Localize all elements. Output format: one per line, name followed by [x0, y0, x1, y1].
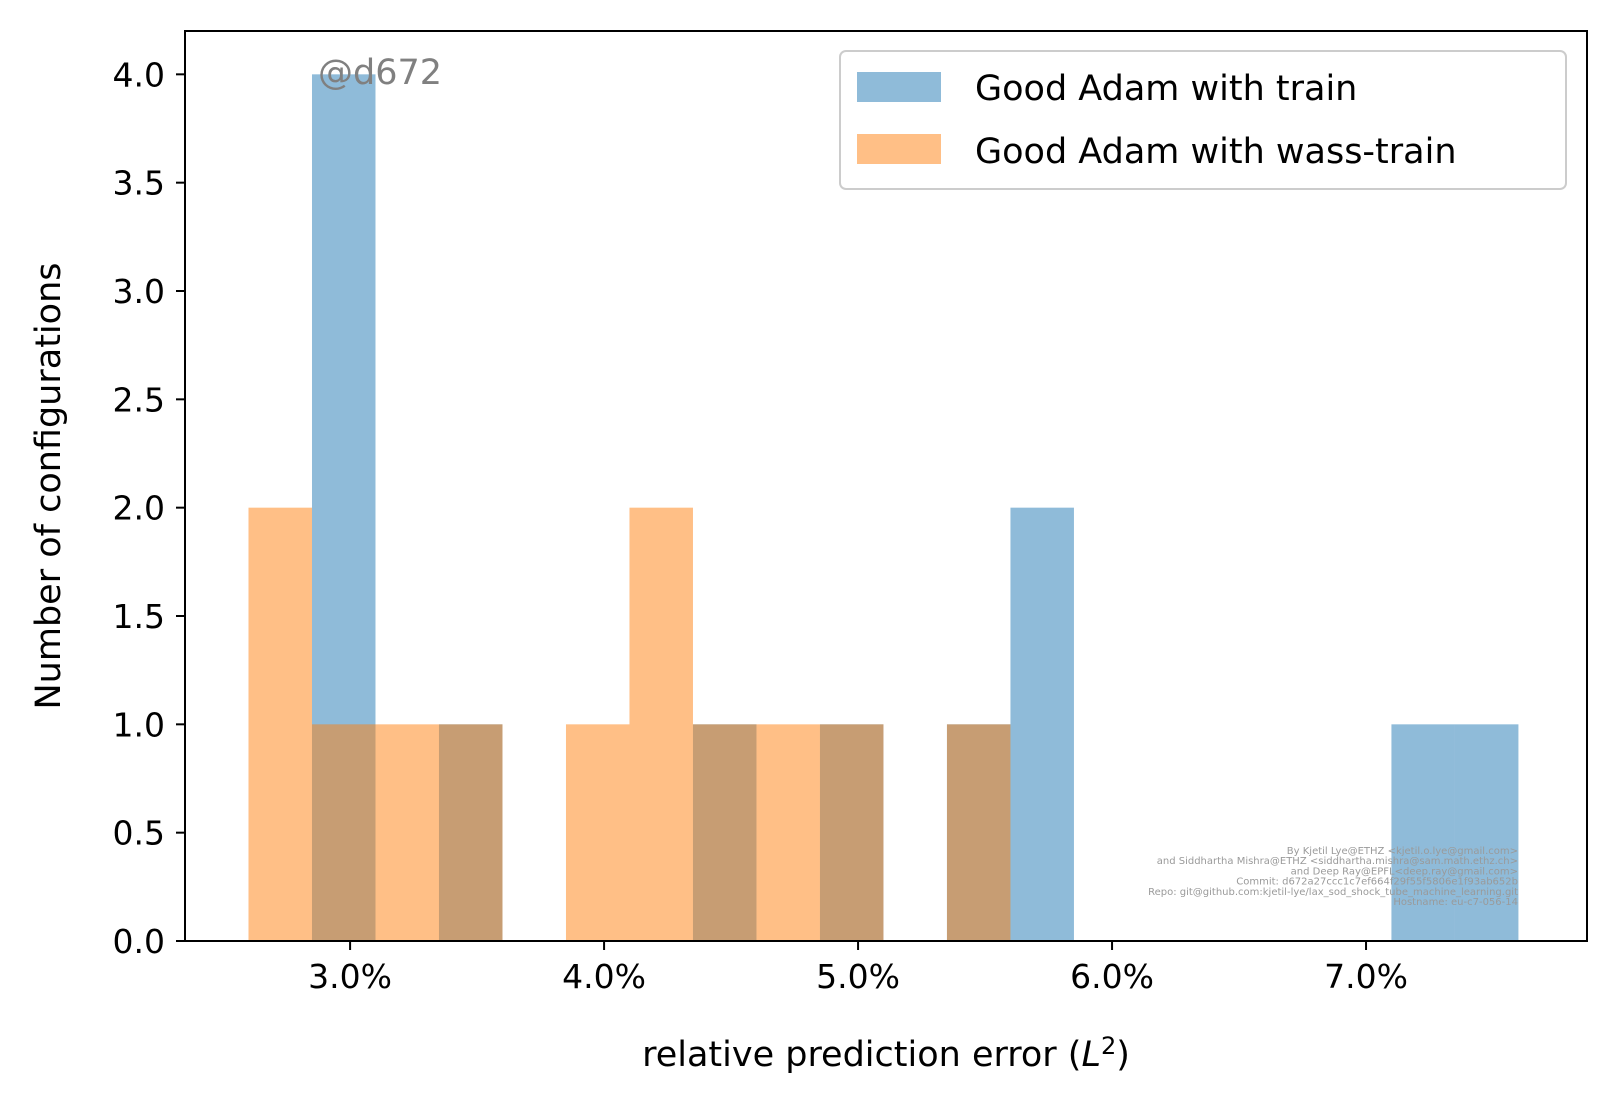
bar-series1-bin0	[248, 507, 312, 941]
y-axis-title: Number of configurations	[29, 263, 69, 710]
y-tick-label: 3.0	[113, 272, 165, 311]
credit-line: Hostname: eu-c7-056-14	[1393, 897, 1518, 908]
x-tick-label: 7.0%	[1324, 957, 1408, 996]
y-tick-label: 0.5	[113, 814, 165, 853]
y-tick-label: 2.0	[113, 489, 165, 528]
x-axis-title: relative prediction error (L2)	[642, 1032, 1130, 1075]
bar-series1-bin2	[375, 724, 439, 941]
legend: Good Adam with train Good Adam with wass…	[839, 50, 1567, 190]
bar-series0-bin12	[1010, 507, 1074, 941]
bar-series0-bin19	[1454, 724, 1519, 941]
bar-series1-bin8	[756, 724, 820, 941]
y-tick-label: 1.5	[113, 597, 165, 636]
legend-swatch-train	[857, 72, 941, 102]
x-tick-label: 5.0%	[816, 957, 900, 996]
y-axis-ticks: 0.0 0.5 1.0 1.5 2.0 2.5 3.0 3.5 4.0	[113, 55, 185, 961]
y-tick-label: 0.0	[113, 922, 165, 961]
watermark-label: @d672	[318, 53, 442, 93]
credit-line: By Kjetil Lye@ETHZ <kjetil.o.lye@gmail.c…	[1287, 846, 1518, 857]
legend-box	[839, 50, 1567, 190]
bar-series1-bin1	[311, 724, 376, 941]
bar-series1-bin11	[946, 724, 1011, 941]
bar-series1-bin3	[438, 724, 503, 941]
bar-series1-bin5	[565, 724, 630, 941]
credit-line: Commit: d672a27ccc1c7ef664f29f55f5806e1f…	[1236, 877, 1518, 888]
bar-series1-bin6	[629, 507, 693, 941]
y-tick-label: 4.0	[113, 55, 165, 94]
credit-line: and Deep Ray@EPFL<deep.ray@gmail.com>	[1291, 866, 1518, 877]
bar-series1-bin7	[692, 724, 757, 941]
y-tick-label: 1.0	[113, 705, 165, 744]
x-tick-label: 6.0%	[1070, 957, 1154, 996]
bar-series1-bin9	[819, 724, 884, 941]
legend-swatch-wass-train	[857, 134, 941, 164]
y-tick-label: 3.5	[113, 164, 165, 203]
y-tick-label: 2.5	[113, 380, 165, 419]
credits-block: By Kjetil Lye@ETHZ <kjetil.o.lye@gmail.c…	[1148, 846, 1518, 908]
legend-label-wass-train: Good Adam with wass-train	[975, 132, 1457, 172]
x-axis-ticks: 3.0% 4.0% 5.0% 6.0% 7.0%	[308, 941, 1408, 996]
x-tick-label: 4.0%	[562, 957, 646, 996]
bar-series0-bin18	[1391, 724, 1455, 941]
x-tick-label: 3.0%	[308, 957, 392, 996]
bars-layer	[248, 74, 1519, 942]
plot-frame	[184, 30, 1588, 942]
credit-line: and Siddhartha Mishra@ETHZ <siddhartha.m…	[1157, 856, 1518, 867]
credit-line: Repo: git@github.com:kjetil-lye/lax_sod_…	[1148, 887, 1518, 898]
legend-label-train: Good Adam with train	[975, 69, 1357, 109]
